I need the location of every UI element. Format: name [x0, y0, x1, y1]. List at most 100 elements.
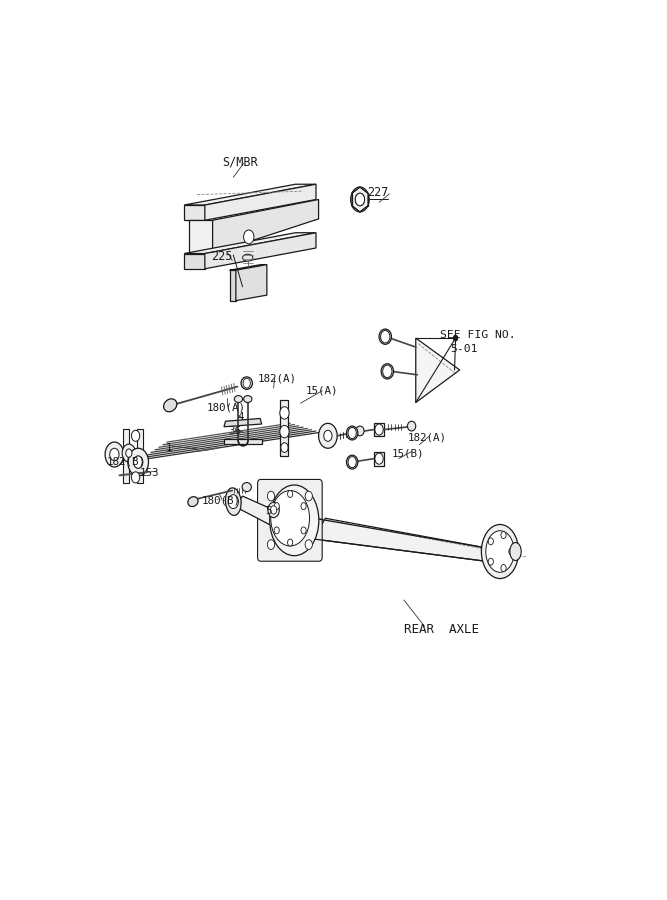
Polygon shape	[224, 418, 261, 427]
Circle shape	[280, 407, 289, 419]
Polygon shape	[205, 233, 316, 269]
Circle shape	[375, 453, 383, 464]
Circle shape	[131, 430, 139, 441]
Circle shape	[268, 502, 279, 518]
Circle shape	[501, 564, 506, 572]
Ellipse shape	[381, 364, 394, 379]
Text: 225: 225	[211, 250, 233, 263]
Circle shape	[488, 558, 494, 565]
Circle shape	[281, 443, 288, 453]
Polygon shape	[235, 496, 284, 532]
Text: REAR  AXLE: REAR AXLE	[404, 623, 479, 635]
Circle shape	[454, 336, 458, 341]
Text: 5: 5	[265, 507, 272, 517]
Circle shape	[381, 330, 390, 343]
Circle shape	[348, 456, 356, 468]
Circle shape	[122, 444, 135, 462]
Text: 227: 227	[367, 186, 388, 199]
Ellipse shape	[188, 497, 198, 507]
Text: 182(A): 182(A)	[258, 374, 297, 383]
Circle shape	[243, 230, 254, 244]
Circle shape	[280, 426, 289, 438]
Text: 182(A): 182(A)	[408, 433, 447, 443]
Text: 15(A): 15(A)	[305, 386, 338, 396]
Circle shape	[348, 428, 356, 438]
Text: 1: 1	[166, 443, 173, 453]
Polygon shape	[314, 518, 498, 562]
Circle shape	[267, 491, 275, 501]
Circle shape	[356, 194, 365, 206]
Polygon shape	[236, 265, 267, 301]
Text: 153: 153	[139, 467, 159, 478]
Polygon shape	[416, 338, 460, 402]
Text: 182(B): 182(B)	[107, 456, 145, 466]
Polygon shape	[184, 205, 205, 220]
Circle shape	[301, 503, 306, 509]
Circle shape	[383, 365, 392, 378]
Text: 15(B): 15(B)	[392, 448, 424, 458]
Circle shape	[356, 194, 365, 206]
Polygon shape	[229, 270, 236, 301]
Polygon shape	[374, 452, 384, 465]
Circle shape	[305, 540, 312, 549]
FancyBboxPatch shape	[257, 480, 322, 562]
Polygon shape	[184, 184, 316, 205]
Circle shape	[274, 526, 279, 534]
Circle shape	[228, 495, 239, 508]
Polygon shape	[352, 187, 368, 212]
Text: 36: 36	[228, 426, 241, 436]
Ellipse shape	[486, 531, 514, 572]
Text: 180(A): 180(A)	[206, 402, 245, 412]
Ellipse shape	[163, 399, 177, 412]
Text: 5-01: 5-01	[450, 344, 478, 355]
Ellipse shape	[225, 488, 241, 516]
Polygon shape	[184, 233, 316, 254]
Polygon shape	[137, 429, 143, 483]
Circle shape	[110, 448, 119, 461]
Ellipse shape	[271, 491, 309, 546]
Circle shape	[128, 448, 149, 476]
Ellipse shape	[379, 329, 392, 345]
Ellipse shape	[234, 396, 243, 402]
Circle shape	[243, 378, 250, 388]
Circle shape	[287, 539, 293, 546]
Circle shape	[323, 430, 332, 441]
Polygon shape	[229, 265, 267, 270]
Polygon shape	[189, 220, 213, 254]
Circle shape	[274, 503, 279, 509]
Circle shape	[133, 456, 143, 468]
Circle shape	[375, 424, 383, 435]
Text: 4: 4	[237, 412, 244, 422]
Ellipse shape	[269, 485, 319, 555]
Circle shape	[319, 423, 338, 448]
Polygon shape	[205, 184, 316, 220]
Circle shape	[488, 538, 494, 544]
Circle shape	[509, 548, 514, 555]
Ellipse shape	[356, 426, 364, 436]
Circle shape	[126, 449, 132, 457]
Ellipse shape	[346, 426, 358, 440]
Ellipse shape	[408, 421, 416, 431]
Ellipse shape	[482, 525, 519, 579]
Ellipse shape	[241, 377, 252, 390]
Circle shape	[301, 526, 306, 534]
Text: S/MBR: S/MBR	[222, 156, 257, 168]
Ellipse shape	[242, 482, 251, 491]
Polygon shape	[213, 200, 319, 254]
Circle shape	[131, 472, 139, 483]
Circle shape	[501, 532, 506, 538]
Ellipse shape	[243, 396, 252, 402]
Circle shape	[287, 491, 293, 498]
Circle shape	[305, 491, 312, 501]
Circle shape	[271, 506, 277, 514]
Circle shape	[351, 187, 370, 212]
Polygon shape	[224, 439, 261, 444]
Ellipse shape	[346, 455, 358, 469]
Text: SEE FIG NO.: SEE FIG NO.	[440, 330, 516, 340]
Circle shape	[105, 442, 123, 467]
Polygon shape	[123, 429, 129, 483]
Polygon shape	[184, 254, 205, 269]
Ellipse shape	[510, 543, 521, 561]
Ellipse shape	[243, 254, 253, 261]
Text: 180(B): 180(B)	[201, 495, 240, 505]
